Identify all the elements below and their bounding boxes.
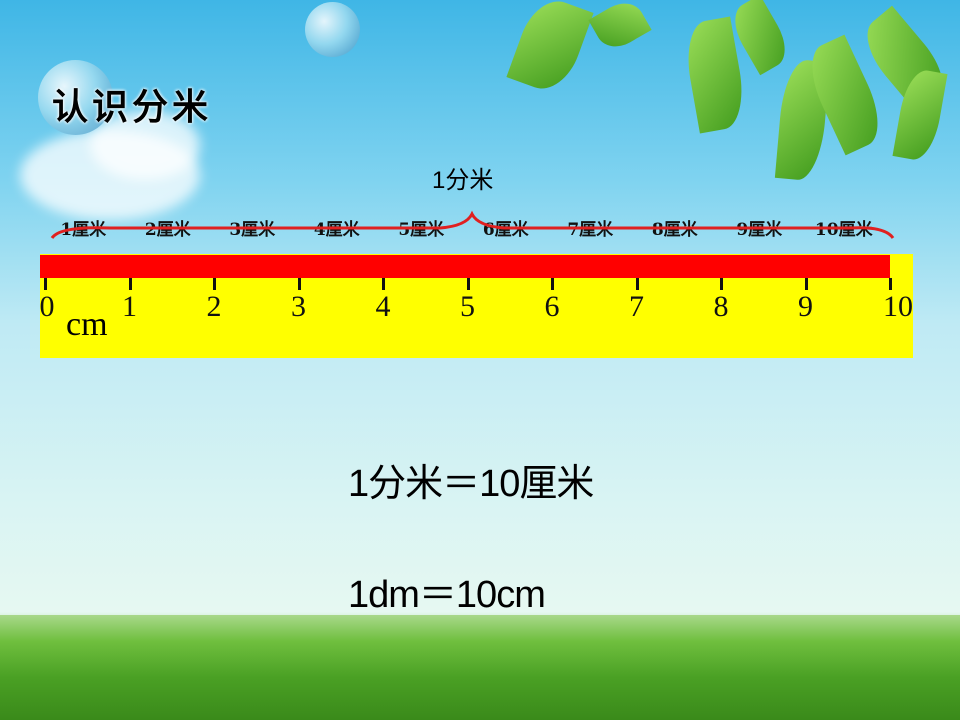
ruler-number: 6 [544, 290, 560, 323]
ruler-number: 8 [713, 290, 729, 323]
centimeter-label: 4厘米 [313, 220, 360, 240]
ruler-tick [297, 278, 301, 290]
equation-units: 1dm＝10cm [348, 574, 546, 616]
ruler-tick [804, 278, 808, 290]
ruler-number: 7 [629, 290, 644, 323]
ruler-number: 1 [122, 290, 137, 323]
leaf-decoration [588, 0, 652, 55]
equation-chinese: 1分米＝10厘米 [348, 463, 594, 505]
ruler-tick [128, 278, 132, 290]
ruler-number: 4 [375, 290, 391, 323]
ruler-number: 9 [798, 290, 813, 323]
ruler-tick [551, 278, 554, 290]
ruler-unit: cm [66, 306, 108, 343]
bubble-decoration [305, 2, 360, 57]
centimeter-label: 6厘米 [482, 220, 529, 240]
ruler-tick [466, 278, 470, 290]
decimeter-label: 1分米 [432, 167, 494, 194]
ruler-tick [720, 278, 723, 290]
ruler-number: 3 [291, 290, 306, 323]
ruler-number: 0 [39, 290, 55, 323]
centimeter-label: 3厘米 [229, 220, 276, 240]
ruler-number: 2 [206, 290, 222, 323]
cloud [90, 110, 200, 180]
ruler-tick [889, 278, 892, 290]
centimeter-label: 7厘米 [567, 220, 614, 240]
grass-background [0, 615, 960, 720]
centimeter-label: 1厘米 [60, 220, 107, 240]
centimeter-label: 5厘米 [398, 220, 445, 240]
ruler-tick [44, 278, 47, 290]
ruler-tick [213, 278, 216, 290]
decimeter-bar [40, 255, 890, 278]
slide-title: 认识分米 [52, 87, 213, 128]
ruler-number: 5 [460, 290, 475, 323]
ruler-tick [635, 278, 639, 290]
centimeter-label: 9厘米 [736, 220, 783, 240]
centimeter-label: 10厘米 [814, 220, 873, 240]
ruler-tick [382, 278, 385, 290]
leaf-decoration [506, 0, 594, 98]
bubble-decoration [38, 60, 113, 135]
ruler-number: 10 [883, 290, 913, 323]
centimeter-label: 8厘米 [651, 220, 698, 240]
centimeter-label: 2厘米 [144, 220, 191, 240]
